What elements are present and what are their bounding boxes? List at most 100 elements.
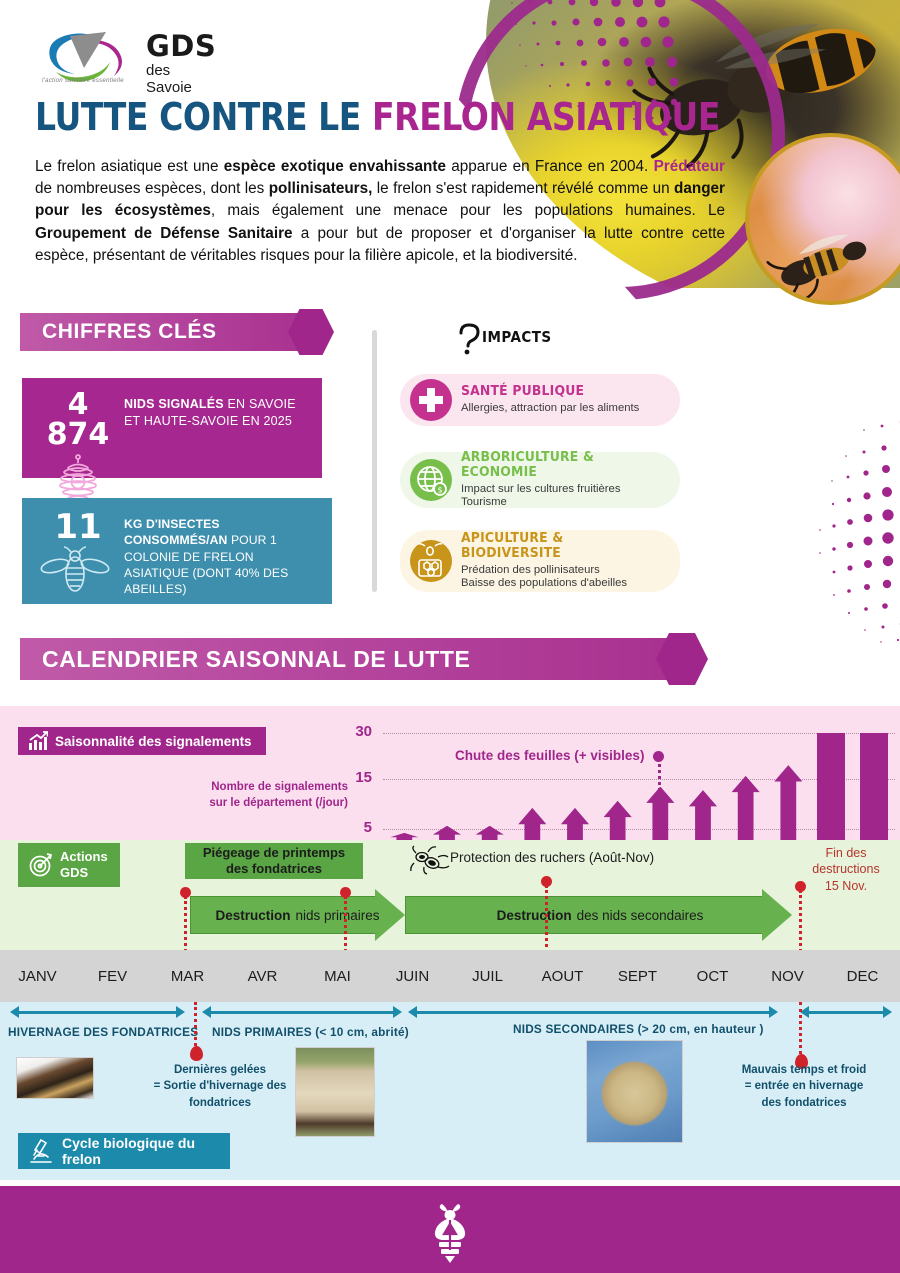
- badge-saisonnalite-label: Saisonnalité des signalements: [55, 733, 252, 749]
- month-label-juil: JUIL: [472, 967, 503, 985]
- intro-bold-4: Groupement de Défense Sanitaire: [35, 224, 293, 242]
- key-figure-left: 4 874: [32, 390, 124, 509]
- cycle-label-nids-secondaires: NIDS SECONDAIRES (> 20 cm, en hauteur ): [513, 1022, 764, 1036]
- intro-paragraph: Le frelon asiatique est une espèce exoti…: [35, 156, 725, 267]
- chart-y-axis-label: Nombre de signalements sur le départemen…: [209, 781, 348, 809]
- arrowhead-left-hivernage: [10, 1006, 19, 1018]
- pin-dash-cycle-1: [194, 1002, 197, 1046]
- chiffres-cles-title: CHIFFRES CLÉS: [42, 320, 217, 343]
- intro-bold-1: espèce exotique envahissante: [223, 158, 446, 175]
- pin-dot-cycle-1: [190, 1046, 203, 1061]
- target-icon: [29, 853, 53, 877]
- impact-text-sante: SANTÉ PUBLIQUE Allergies, attraction par…: [461, 384, 670, 416]
- annotation-dotted-line: [658, 757, 661, 835]
- pin-dot: [180, 887, 191, 898]
- globe-glyph: $: [417, 466, 447, 496]
- beehive-icon: [59, 454, 97, 502]
- bar-chart-icon: [29, 731, 48, 750]
- gridline-30: [383, 733, 895, 734]
- bee-hive-glyph: [417, 542, 443, 577]
- chart-bar-mai: [560, 807, 590, 840]
- arrowhead-left-primaires: [202, 1006, 211, 1018]
- arrowhead-right-end: [883, 1006, 892, 1018]
- destruction-primaires-rest: nids primaires: [295, 907, 380, 923]
- gds-logo: GDS des Savoie l'action sanitaire essent…: [40, 28, 220, 97]
- label-protection-ruchers: Protection des ruchers (Août-Nov): [450, 850, 655, 865]
- impacts-title: IMPACTS: [482, 328, 552, 346]
- impact-desc-api: Prédation des pollinisateurs Baisse des …: [461, 563, 628, 590]
- secondary-nest-photo: [586, 1040, 683, 1143]
- months-panel: [0, 950, 900, 1002]
- gridline-15: [383, 779, 895, 780]
- arrowhead-right-hivernage: [176, 1006, 185, 1018]
- vertical-divider: [372, 330, 377, 592]
- month-label-mai: MAI: [324, 967, 351, 985]
- primary-nest-photo: [295, 1047, 375, 1137]
- section-header-calendrier: CALENDRIER SAISONNAL DE LUTTE: [20, 633, 708, 685]
- cycle-arrow-hivernage-end: [800, 1006, 892, 1018]
- gds-logo-mark: [49, 32, 122, 82]
- arrow-destruction-nids-primaires: Destruction nids primaires: [190, 889, 405, 941]
- months-row: JANV FEV MAR AVR MAI JUIN JUIL AOUT SEPT OCT NOV DE…: [0, 950, 900, 1002]
- month-label-dec: DEC: [846, 967, 879, 985]
- destruction-primaires-bold: Destruction: [215, 907, 291, 923]
- destruction-secondaires-bold: Destruction: [496, 907, 572, 923]
- intro-text-2: apparue en France en 2004.: [445, 158, 654, 175]
- hornet-bees-icon: [410, 845, 450, 875]
- bee-illustration: [766, 234, 867, 301]
- intro-text-4: le frelon s'est rapidement révélé comme …: [372, 180, 674, 198]
- chart-bar-avr: [518, 807, 547, 840]
- globe-money-icon: $: [410, 459, 452, 501]
- month-label-mar: MAR: [170, 967, 205, 985]
- month-label-aout: AOUT: [541, 967, 584, 985]
- medical-cross-icon: [410, 379, 452, 421]
- cycle-arrow-hivernage: [10, 1006, 185, 1018]
- month-label-oct: OCT: [696, 967, 729, 985]
- y-tick-30: 30: [355, 723, 372, 740]
- badge-actions-label: Actions GDS: [60, 849, 108, 880]
- arrowhead-left-secondaires: [408, 1006, 417, 1018]
- arrow-destruction-nids-secondaires: Destruction des nids secondaires: [405, 889, 795, 941]
- label-fin-destructions: Fin des destructions 15 Nov.: [812, 846, 880, 893]
- cycle-label-nids-primaires: NIDS PRIMAIRES (< 10 cm, abrité): [212, 1025, 409, 1039]
- ribbon-bar: CHIFFRES CLÉS: [20, 313, 310, 351]
- arrow-line-primaires: [210, 1011, 394, 1014]
- bee-hive-icon: [410, 540, 452, 582]
- key-figure-value-nids: 4 874: [46, 387, 110, 452]
- cycle-label-hivernage: HIVERNAGE DES FONDATRICES: [8, 1025, 199, 1039]
- kf-bold-kg: KG D'INSECTES CONSOMMÉS/AN: [124, 517, 231, 548]
- y-tick-15: 15: [355, 769, 372, 786]
- intro-text: Le frelon asiatique est une: [35, 158, 224, 175]
- page-title: LUTTE CONTRE LE FRELON ASIATIQUE: [35, 98, 720, 136]
- chart-bar-aout: [688, 790, 718, 840]
- month-label-fev: FEV: [97, 967, 128, 985]
- impact-title-sante: SANTÉ PUBLIQUE: [461, 383, 585, 400]
- logo-tagline: l'action sanitaire essentielle: [42, 78, 124, 84]
- arrow-line-end: [808, 1011, 884, 1014]
- annotation-dot-top: [653, 751, 664, 762]
- key-figure-card-kg: 11 KG D'INSECTES CONSOMMÉS/AN POUR 1 COL…: [22, 498, 332, 604]
- gds-logo-text: GDS des Savoie: [146, 32, 220, 97]
- pin-dash-cycle-2: [799, 1002, 802, 1054]
- intro-bold-3: danger pour les écosystèmes: [35, 180, 725, 220]
- kf-bold-nids: NIDS SIGNALÉS: [124, 397, 228, 411]
- badge-cycle-label: Cycle biologique du frelon: [62, 1135, 196, 1167]
- chart-bar-fev: [432, 825, 462, 840]
- chart-bar-dec: [859, 733, 888, 840]
- pin-dot-2: [340, 887, 351, 898]
- svg-text:$: $: [437, 486, 442, 495]
- intro-text-6: a pour but de proposer et d'organiser la…: [35, 224, 725, 264]
- cycle-arrow-nids-primaires: [202, 1006, 402, 1018]
- month-label-avr: AVR: [247, 967, 278, 985]
- pin-dash: [184, 896, 187, 952]
- chart-bar-mar: [475, 825, 504, 840]
- cycle-note-right-text: Mauvais temps et froid = entrée en hiver…: [741, 1064, 867, 1109]
- key-figure-text-nids: NIDS SIGNALÉS EN SAVOIE ET HAUTE-SAVOIE …: [124, 390, 310, 430]
- cycle-note-froid: Mauvais temps et froid = entrée en hiver…: [714, 1062, 894, 1111]
- page-title-part2: FRELON ASIATIQUE: [372, 95, 720, 139]
- badge-cycle-biologique: Cycle biologique du frelon: [18, 1133, 230, 1169]
- gridline-5: [383, 829, 895, 830]
- destruction-secondaires-rest: des nids secondaires: [576, 907, 704, 923]
- impact-title-arbo: ARBORICULTURE & ECONOMIE: [461, 448, 594, 480]
